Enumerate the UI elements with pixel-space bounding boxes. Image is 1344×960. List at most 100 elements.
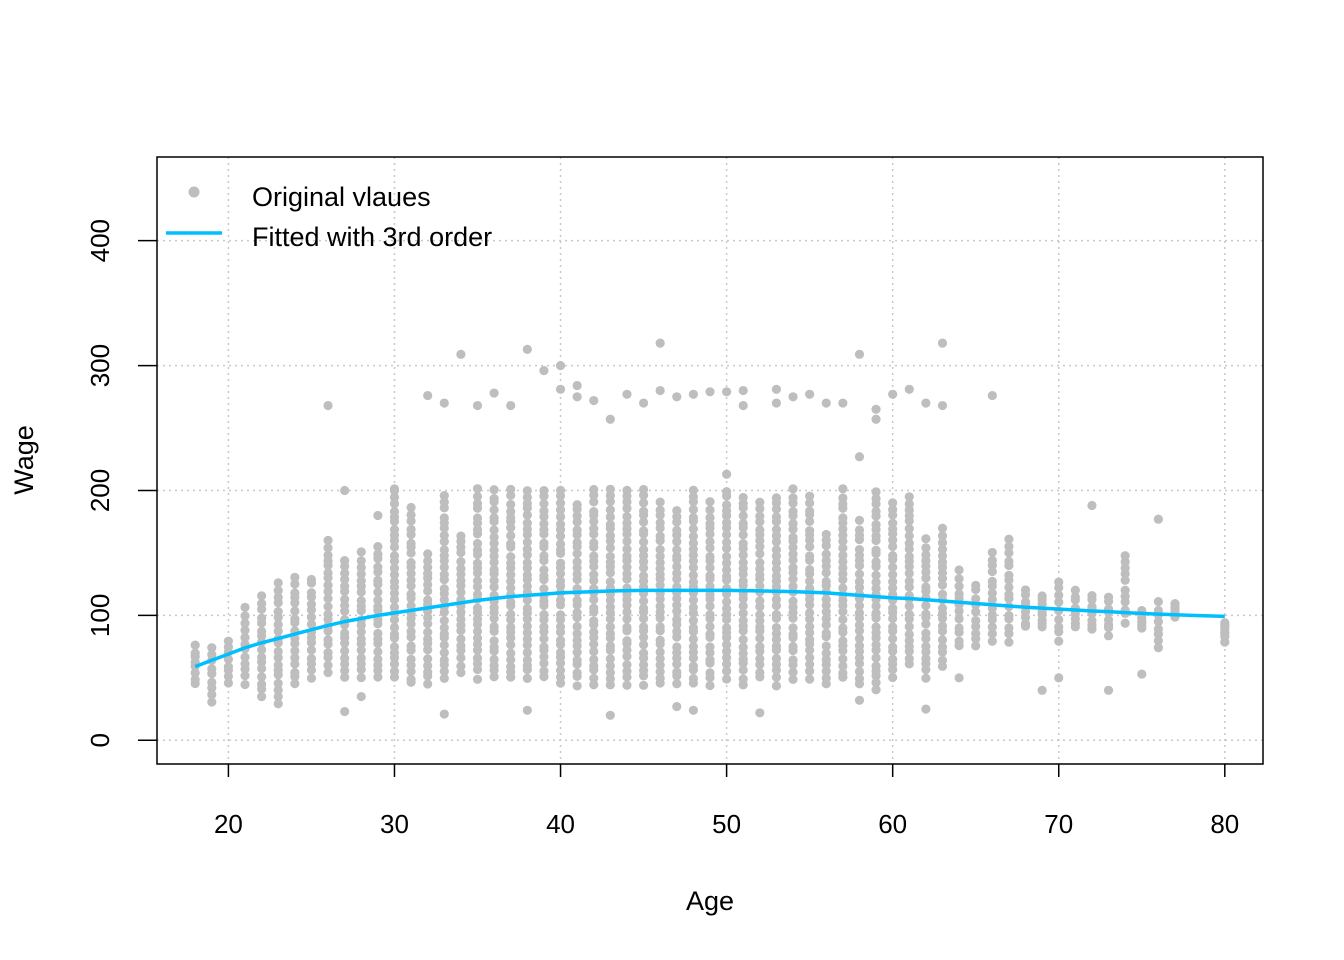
data-point	[622, 622, 632, 632]
data-point	[389, 659, 400, 669]
data-point	[971, 580, 981, 590]
data-point	[838, 668, 848, 678]
data-point	[755, 497, 765, 507]
data-point	[821, 666, 831, 676]
data-point	[788, 549, 798, 559]
data-point	[655, 558, 665, 568]
data-point	[838, 493, 848, 503]
data-point	[755, 708, 765, 718]
data-point	[539, 609, 549, 620]
data-point	[1004, 548, 1014, 558]
data-point	[888, 642, 898, 652]
data-point	[340, 628, 350, 638]
data-point	[788, 596, 798, 606]
data-point	[1153, 514, 1163, 524]
data-point	[638, 526, 649, 536]
data-point	[389, 602, 400, 612]
data-point	[638, 648, 649, 658]
data-point	[738, 530, 748, 540]
data-point	[406, 575, 416, 585]
data-point	[904, 538, 914, 548]
data-point	[472, 614, 483, 624]
data-point	[788, 506, 798, 517]
data-point	[1004, 556, 1014, 566]
data-point	[290, 588, 300, 598]
data-point	[605, 519, 615, 530]
data-point	[506, 583, 516, 593]
data-point	[705, 609, 715, 620]
data-point	[1103, 592, 1114, 602]
data-point	[688, 485, 698, 495]
data-point	[738, 558, 748, 568]
data-point	[589, 594, 599, 605]
data-point	[257, 626, 267, 637]
data-point	[788, 484, 798, 494]
data-point	[904, 576, 914, 586]
data-point	[954, 581, 964, 591]
data-point	[589, 616, 599, 626]
data-point	[738, 601, 748, 611]
data-point	[788, 493, 798, 503]
data-point	[771, 493, 782, 503]
data-point	[605, 512, 615, 522]
data-point	[871, 570, 881, 580]
data-point	[589, 507, 599, 517]
data-point	[738, 635, 748, 645]
data-point	[755, 549, 765, 559]
data-point	[506, 576, 516, 586]
y-axis: 0 100 200 300 400	[85, 219, 157, 748]
data-point	[306, 673, 317, 683]
data-point	[821, 568, 831, 578]
data-point	[340, 665, 350, 676]
data-point	[921, 628, 931, 638]
data-point	[240, 611, 250, 621]
data-point	[1170, 599, 1180, 609]
data-point	[522, 673, 532, 683]
data-point	[722, 487, 732, 497]
data-point	[207, 643, 217, 653]
data-point	[207, 664, 217, 674]
legend-label-points: Original vlaues	[252, 182, 431, 212]
data-point	[1004, 610, 1014, 621]
data-point	[821, 628, 831, 638]
data-point	[207, 689, 217, 700]
data-point	[539, 538, 549, 548]
data-point	[954, 636, 964, 646]
data-point	[389, 485, 400, 496]
data-point	[871, 640, 881, 650]
data-point	[888, 541, 898, 552]
data-point	[389, 525, 400, 535]
data-point	[257, 645, 267, 655]
data-point	[921, 704, 931, 714]
data-point	[439, 545, 449, 555]
data-point	[937, 557, 948, 567]
data-point	[257, 672, 267, 682]
data-point	[622, 666, 632, 676]
data-point	[323, 609, 333, 620]
data-point	[605, 667, 615, 678]
data-point	[506, 484, 516, 495]
data-point	[722, 640, 732, 650]
data-point	[904, 609, 914, 619]
data-point	[888, 389, 898, 399]
data-point	[506, 648, 516, 658]
data-point	[821, 594, 831, 605]
data-point	[705, 655, 715, 665]
data-point	[439, 648, 449, 658]
data-point	[937, 523, 948, 533]
data-point	[854, 695, 865, 705]
data-point	[240, 671, 250, 681]
data-point	[937, 400, 948, 411]
data-point	[1054, 614, 1064, 625]
data-point	[805, 576, 815, 586]
data-point	[605, 577, 615, 587]
data-point	[273, 660, 283, 670]
data-point	[755, 581, 765, 591]
data-point	[821, 614, 831, 624]
data-point	[788, 532, 798, 542]
data-point	[937, 338, 948, 348]
data-point	[921, 609, 931, 619]
data-point	[356, 645, 366, 655]
data-point	[373, 510, 383, 521]
data-point	[605, 674, 615, 684]
